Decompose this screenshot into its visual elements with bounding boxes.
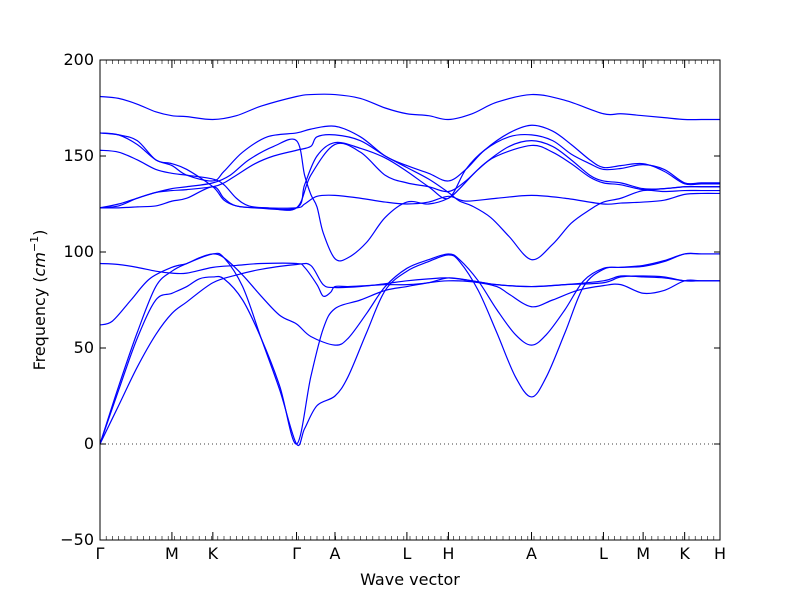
x-axis-title: Wave vector — [360, 570, 460, 589]
band-line-9 — [99, 140, 720, 211]
y-tick-label: 0 — [84, 434, 94, 453]
x-tick-label: Γ — [96, 544, 105, 563]
y-tick-label: 100 — [63, 242, 94, 261]
y-tick-label: 150 — [63, 146, 94, 165]
y-axis-title: Frequency (cm−1) — [28, 230, 49, 371]
y-axis-unit: cm — [30, 252, 49, 276]
x-tick-label: K — [208, 544, 219, 563]
band-line-10 — [99, 132, 720, 211]
band-line-2 — [99, 275, 720, 445]
x-tick-label: H — [442, 544, 454, 563]
band-line-7 — [99, 134, 720, 261]
x-tick-label: A — [330, 544, 341, 563]
y-axis-ticks: −50 0 50 100 150 200 — [60, 50, 720, 549]
x-tick-label: K — [679, 544, 690, 563]
y-tick-label: −50 — [60, 530, 94, 549]
band-line-6 — [99, 186, 721, 209]
x-tick-label: A — [526, 544, 537, 563]
band-line-1 — [99, 262, 720, 445]
plot-frame — [99, 59, 721, 541]
minor-tick-marks — [99, 60, 721, 540]
dispersion-curves — [99, 93, 721, 447]
band-line-11 — [99, 124, 720, 186]
band-line-4 — [99, 252, 720, 346]
x-tick-label: Γ — [292, 544, 301, 563]
x-tick-label: H — [714, 544, 726, 563]
x-tick-label: M — [636, 544, 650, 563]
y-axis-title-close: ) — [30, 230, 49, 236]
y-axis-unit-exponent: −1 — [28, 236, 41, 252]
band-line-5 — [99, 262, 720, 298]
x-tick-label: M — [165, 544, 179, 563]
y-axis-title-text: Frequency ( — [30, 276, 49, 370]
y-tick-label: 200 — [63, 50, 94, 69]
y-tick-label: 50 — [74, 338, 94, 357]
x-tick-label: L — [599, 544, 608, 563]
band-line-12 — [99, 93, 720, 121]
plot-border — [99, 59, 721, 541]
x-tick-label: L — [402, 544, 411, 563]
band-line-8 — [99, 138, 720, 262]
